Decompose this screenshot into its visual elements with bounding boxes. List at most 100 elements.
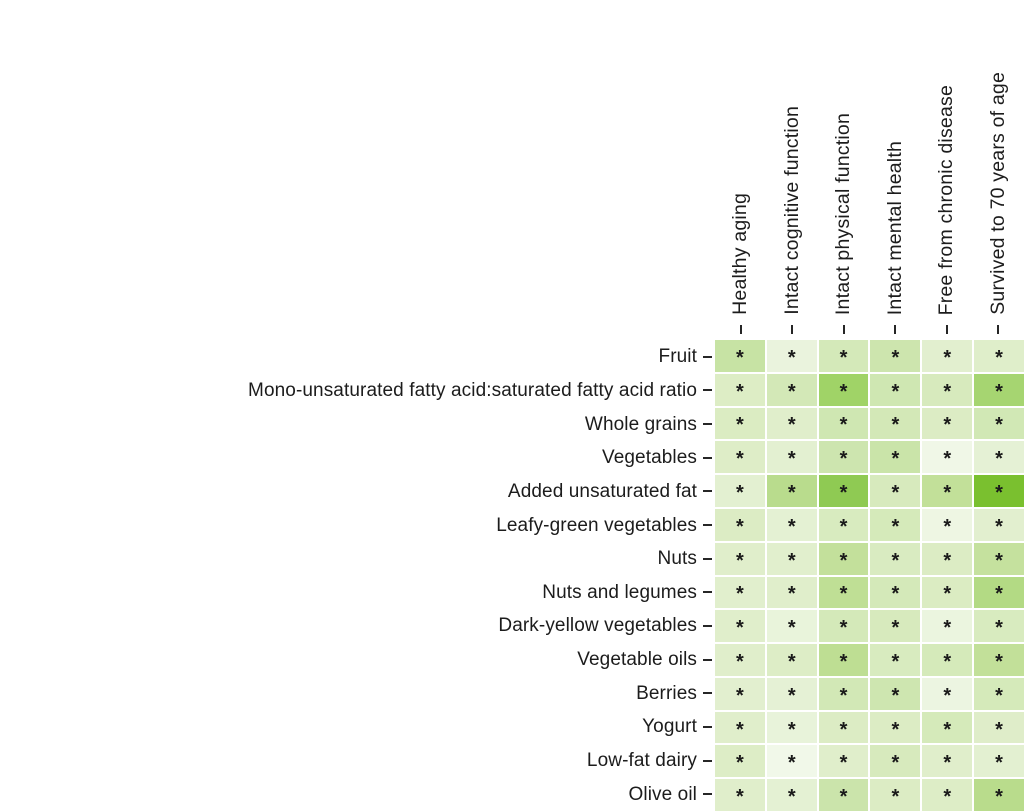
heatmap-cell: * bbox=[715, 610, 765, 643]
significance-asterisk: * bbox=[943, 617, 952, 640]
significance-asterisk: * bbox=[787, 684, 796, 707]
row-label: Fruit bbox=[658, 346, 697, 368]
heatmap-cell: * bbox=[766, 441, 817, 474]
significance-asterisk: * bbox=[995, 448, 1003, 471]
heatmap-cell: * bbox=[974, 340, 1024, 372]
heatmap-cell: * bbox=[766, 576, 817, 609]
significance-asterisk: * bbox=[736, 448, 744, 471]
significance-asterisk: * bbox=[891, 718, 900, 741]
significance-asterisk: * bbox=[995, 515, 1003, 538]
column-tick-mark bbox=[791, 325, 794, 334]
significance-asterisk: * bbox=[787, 414, 796, 437]
significance-asterisk: * bbox=[736, 549, 744, 572]
significance-asterisk: * bbox=[995, 650, 1003, 673]
heatmap-cell: * bbox=[922, 373, 973, 406]
significance-asterisk: * bbox=[891, 752, 900, 775]
significance-asterisk: * bbox=[839, 482, 848, 505]
row-label: Mono-unsaturated fatty acid:saturated fa… bbox=[248, 379, 697, 401]
heatmap-cell: * bbox=[922, 407, 973, 440]
heatmap-cell: * bbox=[766, 779, 817, 811]
row-tick-mark bbox=[703, 557, 712, 560]
significance-asterisk: * bbox=[891, 448, 900, 471]
heatmap-cell: * bbox=[715, 644, 765, 676]
heatmap-cell: * bbox=[922, 475, 973, 507]
significance-asterisk: * bbox=[839, 752, 848, 775]
significance-asterisk: * bbox=[839, 448, 848, 471]
heatmap-cell: * bbox=[766, 508, 817, 541]
column-header: Intact physical function bbox=[832, 113, 854, 320]
row-tick-mark bbox=[703, 355, 712, 358]
significance-asterisk: * bbox=[891, 482, 900, 505]
column-tick-mark bbox=[945, 325, 948, 334]
row-tick-mark bbox=[703, 423, 712, 426]
heatmap-cell: * bbox=[870, 475, 921, 507]
significance-asterisk: * bbox=[736, 380, 744, 403]
heatmap-cell: * bbox=[818, 441, 869, 474]
significance-asterisk: * bbox=[943, 718, 952, 741]
heatmap-cell: * bbox=[974, 677, 1024, 710]
row-tick-mark bbox=[703, 759, 712, 762]
heatmap-cell: * bbox=[974, 711, 1024, 744]
significance-asterisk: * bbox=[891, 414, 900, 437]
significance-asterisk: * bbox=[787, 718, 796, 741]
significance-asterisk: * bbox=[839, 515, 848, 538]
significance-asterisk: * bbox=[891, 617, 900, 640]
significance-asterisk: * bbox=[736, 650, 744, 673]
row-label: Vegetable oils bbox=[577, 649, 697, 671]
column-tick-mark bbox=[894, 325, 897, 334]
row-label: Yogurt bbox=[642, 716, 697, 738]
heatmap-cell: * bbox=[974, 779, 1024, 811]
significance-asterisk: * bbox=[943, 549, 952, 572]
significance-asterisk: * bbox=[943, 752, 952, 775]
heatmap-cell: * bbox=[974, 441, 1024, 474]
heatmap-cell: * bbox=[766, 373, 817, 406]
significance-asterisk: * bbox=[891, 346, 900, 369]
heatmap-cell: * bbox=[715, 779, 765, 811]
column-tick-mark bbox=[997, 325, 1000, 334]
significance-asterisk: * bbox=[995, 617, 1003, 640]
heatmap-cell: * bbox=[766, 407, 817, 440]
significance-asterisk: * bbox=[943, 786, 952, 809]
row-label-row: Dark-yellow vegetables bbox=[0, 609, 712, 643]
heatmap-cell: * bbox=[766, 610, 817, 643]
significance-asterisk: * bbox=[891, 515, 900, 538]
heatmap-cell: * bbox=[715, 677, 765, 710]
significance-asterisk: * bbox=[839, 650, 848, 673]
significance-asterisk: * bbox=[736, 482, 744, 505]
significance-asterisk: * bbox=[839, 786, 848, 809]
heatmap-cell: * bbox=[922, 542, 973, 575]
significance-asterisk: * bbox=[787, 786, 796, 809]
heatmap-cell: * bbox=[818, 508, 869, 541]
row-label-row: Mono-unsaturated fatty acid:saturated fa… bbox=[0, 374, 712, 408]
row-label-row: Nuts bbox=[0, 542, 712, 576]
significance-asterisk: * bbox=[787, 346, 796, 369]
heatmap-cell: * bbox=[974, 610, 1024, 643]
significance-asterisk: * bbox=[839, 414, 848, 437]
row-label-row: Yogurt bbox=[0, 710, 712, 744]
heatmap-cell: * bbox=[870, 542, 921, 575]
column-tick-marks bbox=[715, 325, 1024, 334]
significance-asterisk: * bbox=[995, 752, 1003, 775]
significance-asterisk: * bbox=[943, 414, 952, 437]
row-label-row: Leafy-green vegetables bbox=[0, 508, 712, 542]
significance-asterisk: * bbox=[995, 684, 1003, 707]
heatmap-cell: * bbox=[766, 644, 817, 676]
row-label-row: Fruit bbox=[0, 340, 712, 374]
heatmap-cell: * bbox=[870, 340, 921, 372]
significance-asterisk: * bbox=[891, 684, 900, 707]
heatmap-cell: * bbox=[715, 407, 765, 440]
heatmap-cell: * bbox=[870, 610, 921, 643]
heatmap-cell: * bbox=[818, 711, 869, 744]
significance-asterisk: * bbox=[736, 414, 744, 437]
heatmap-cell: * bbox=[715, 373, 765, 406]
heatmap-cell: * bbox=[715, 475, 765, 507]
heatmap-cell: * bbox=[715, 340, 765, 372]
significance-asterisk: * bbox=[736, 786, 744, 809]
significance-asterisk: * bbox=[839, 583, 848, 606]
heatmap-cell: * bbox=[818, 677, 869, 710]
heatmap-cell: * bbox=[922, 576, 973, 609]
heatmap-cell: * bbox=[715, 441, 765, 474]
significance-asterisk: * bbox=[891, 549, 900, 572]
row-tick-mark bbox=[703, 524, 712, 527]
significance-asterisk: * bbox=[736, 752, 744, 775]
